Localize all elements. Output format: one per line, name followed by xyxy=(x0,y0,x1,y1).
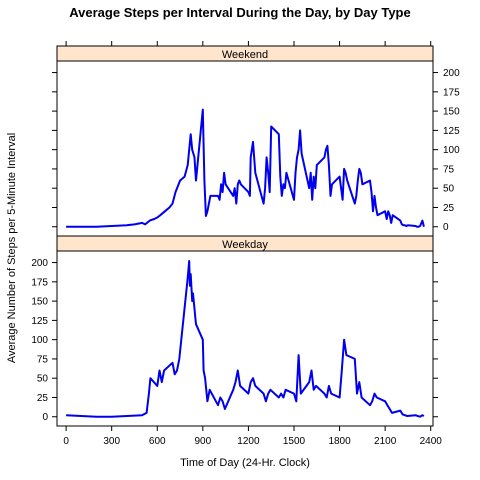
weekday-y-tick-label-75: 75 xyxy=(37,354,49,365)
panel-weekday-frame xyxy=(56,250,434,427)
y-axis-title: Average Number of Steps per 5-Minute Int… xyxy=(6,133,18,363)
weekend-y-tick-label-50: 50 xyxy=(443,184,455,195)
weekday-y-tick-label-200: 200 xyxy=(31,258,48,269)
panel-weekday-strip-label: Weekday xyxy=(222,239,268,251)
x-tick-label-2400: 2400 xyxy=(420,436,443,447)
x-tick-label-1200: 1200 xyxy=(237,436,260,447)
weekend-y-tick-label-200: 200 xyxy=(443,68,460,79)
weekday-y-tick-label-0: 0 xyxy=(42,412,48,423)
x-axis-title: Time of Day (24-Hr. Clock) xyxy=(180,457,310,469)
x-tick-label-900: 900 xyxy=(194,436,211,447)
panel-weekend-strip-label: Weekend xyxy=(222,49,268,61)
weekend-y-tick-label-175: 175 xyxy=(443,87,460,98)
x-axis: 0 300 600 900 1200 1500 1800 2100 2400 xyxy=(63,426,442,447)
weekday-y-tick-label-50: 50 xyxy=(37,374,49,385)
panel-weekend: Weekend 0 25 50 75 100 125 150 175 200 xyxy=(52,41,460,237)
weekday-y-tick-label-175: 175 xyxy=(31,277,48,288)
weekend-y-tick-label-125: 125 xyxy=(443,126,460,137)
weekend-y-tick-label-75: 75 xyxy=(443,164,455,175)
weekend-y-tick-label-25: 25 xyxy=(443,203,455,214)
x-tick-label-600: 600 xyxy=(149,436,166,447)
x-tick-label-0: 0 xyxy=(63,436,69,447)
weekend-y-tick-label-100: 100 xyxy=(443,145,460,156)
x-tick-label-1500: 1500 xyxy=(283,436,306,447)
weekday-y-tick-label-150: 150 xyxy=(31,297,48,308)
chart-title: Average Steps per Interval During the Da… xyxy=(69,5,410,20)
weekend-y-tick-label-0: 0 xyxy=(443,222,449,233)
x-tick-label-300: 300 xyxy=(103,436,120,447)
panel-weekday: Weekday 0 25 50 75 100 125 150 175 200 xyxy=(31,235,438,427)
x-tick-label-2100: 2100 xyxy=(374,436,397,447)
weekday-series-line xyxy=(66,260,425,418)
weekday-y-tick-label-125: 125 xyxy=(31,316,48,327)
weekend-y-tick-label-150: 150 xyxy=(443,107,460,118)
x-tick-label-1800: 1800 xyxy=(328,436,351,447)
weekend-series-line xyxy=(66,108,425,228)
weekday-y-tick-label-25: 25 xyxy=(37,393,49,404)
weekday-y-tick-label-100: 100 xyxy=(31,335,48,346)
